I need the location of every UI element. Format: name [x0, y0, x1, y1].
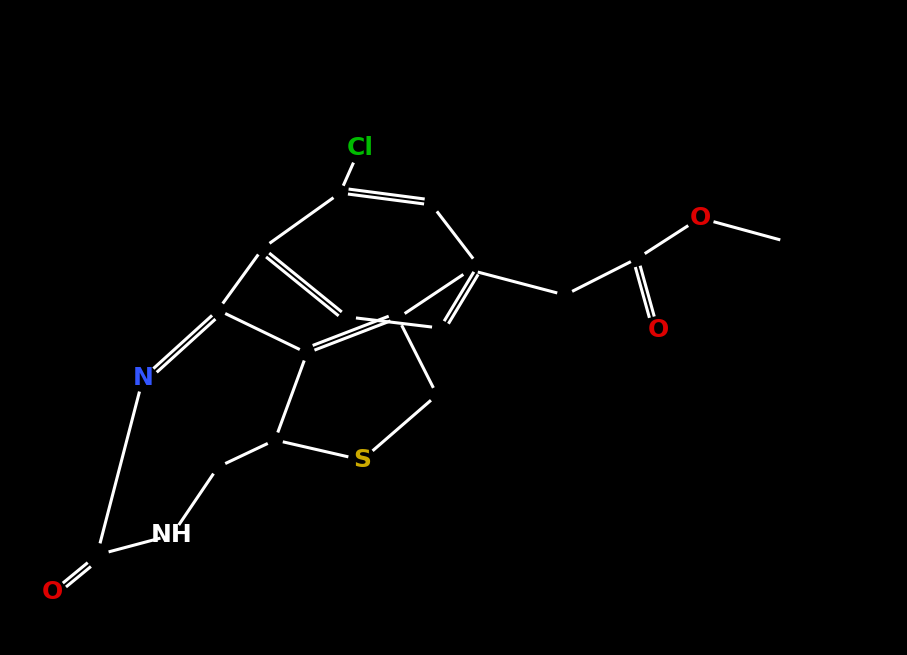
Text: N: N	[132, 366, 153, 390]
Text: O: O	[648, 318, 668, 342]
Text: S: S	[353, 448, 371, 472]
Text: Cl: Cl	[346, 136, 374, 160]
Text: O: O	[42, 580, 63, 604]
Text: NH: NH	[151, 523, 193, 547]
Text: O: O	[689, 206, 710, 230]
